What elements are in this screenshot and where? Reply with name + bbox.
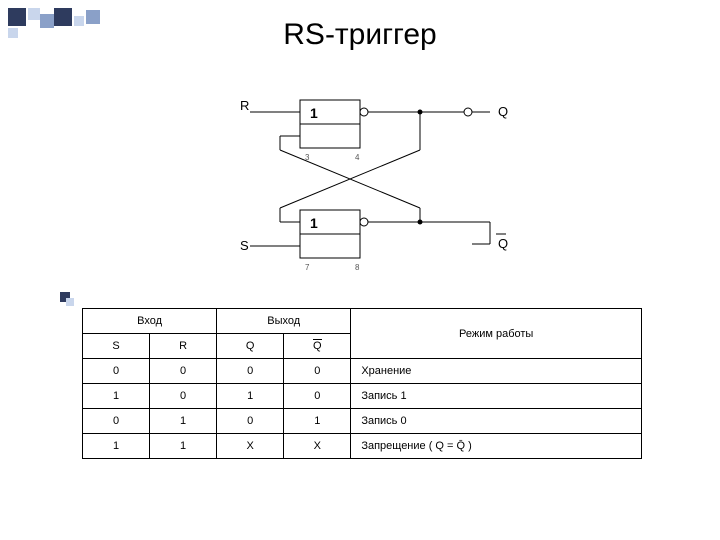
- page-title: RS-триггер: [0, 18, 720, 52]
- th-s: S: [83, 334, 150, 359]
- th-q: Q: [217, 334, 284, 359]
- label-r: R: [240, 98, 249, 113]
- svg-text:3: 3: [305, 153, 310, 162]
- table-row: 0 1 0 1 Запись 0: [83, 409, 642, 434]
- table-row: 0 0 0 0 Хранение: [83, 359, 642, 384]
- th-qbar: Q: [284, 334, 351, 359]
- bullet-icon: [60, 292, 74, 311]
- th-output: Выход: [217, 309, 351, 334]
- svg-text:4: 4: [355, 153, 360, 162]
- th-mode: Режим работы: [351, 309, 642, 359]
- label-s: S: [240, 238, 249, 253]
- svg-text:7: 7: [305, 263, 310, 272]
- truth-table: Вход Выход Режим работы S R Q Q 0 0 0 0 …: [82, 308, 642, 459]
- table-row: 1 1 X X Запрещение ( Q = Q̄ ): [83, 434, 642, 459]
- rs-trigger-diagram: 1 1 R S Q Q: [240, 90, 530, 280]
- th-r: R: [150, 334, 217, 359]
- gate-symbol-bot: 1: [310, 215, 318, 231]
- th-input: Вход: [83, 309, 217, 334]
- gate-symbol-top: 1: [310, 105, 318, 121]
- svg-text:8: 8: [355, 263, 360, 272]
- table-body: 0 0 0 0 Хранение 1 0 1 0 Запись 1 0 1 0 …: [83, 359, 642, 459]
- label-q: Q: [498, 104, 508, 119]
- table-row: 1 0 1 0 Запись 1: [83, 384, 642, 409]
- label-qbar: Q: [498, 236, 508, 251]
